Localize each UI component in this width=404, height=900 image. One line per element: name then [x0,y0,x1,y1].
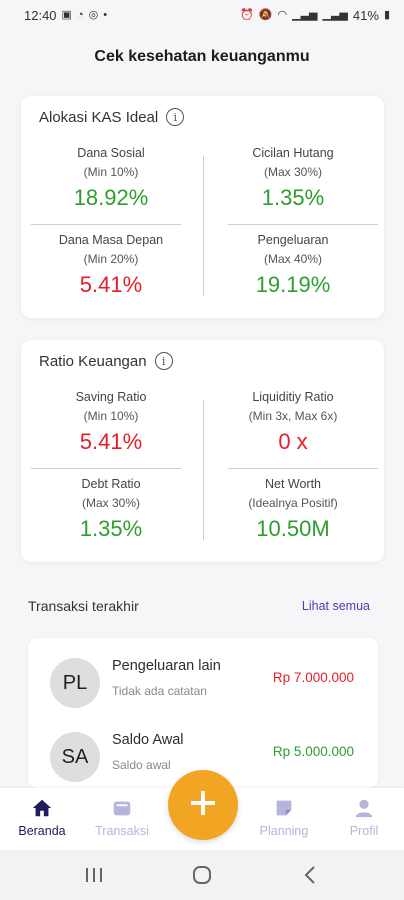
recent-apps-icon [86,868,102,882]
signal-icon-2: ▁▃▅ [322,8,348,21]
metric-label: Saving Ratio [75,390,147,404]
metric-dana-sosial: Dana Sosial (Min 10%) 18.92% [41,144,181,213]
info-icon[interactable]: i [154,352,173,370]
nav-label: Transaksi [95,824,149,838]
metric-label: Cicilan Hutang [252,146,334,160]
nav-label: Profil [349,824,379,838]
divider-vertical [203,400,204,540]
metric-value: 5.41% [79,429,143,454]
status-bar: 12:40 ▣ ◔ ◎ • ⏰ 🔕 ◠ ▁▃▅ ▁▃▅ 41% ▮ [0,0,404,30]
transaction-note: Saldo awal [112,758,171,772]
system-nav-bar [0,850,404,900]
transactions-title: Transaksi terakhir [28,598,139,614]
metric-value: 10.50M [256,516,330,541]
metric-label: Dana Masa Depan [58,233,164,247]
status-right: ⏰ 🔕 ◠ ▁▃▅ ▁▃▅ 41% ▮ [240,8,390,23]
metric-label: Debt Ratio [81,477,141,491]
metric-pengeluaran: Pengeluaran (Max 40%) 19.19% [223,231,363,300]
wallet-icon [111,797,133,819]
metric-cicilan-hutang: Cicilan Hutang (Max 30%) 1.35% [223,144,363,213]
person-icon [353,797,375,819]
nav-label: Beranda [18,824,66,838]
transaction-name: Saldo Awal [112,732,184,748]
metric-net-worth: Net Worth (Idealnya Positif) 10.50M [223,475,363,544]
whatsapp-icon: ◔ [76,8,84,21]
status-time: 12:40 [24,7,57,23]
avatar: PL [50,658,100,708]
metric-constraint: (Min 10%) [83,409,139,423]
dot-icon: • [103,8,108,21]
metric-value: 1.35% [79,516,143,541]
list-item[interactable]: SA Saldo Awal Saldo awal Rp 5.000.000 [28,728,378,788]
metric-value: 1.35% [261,185,325,210]
metric-saving-ratio: Saving Ratio (Min 10%) 5.41% [41,388,181,457]
metric-liquidity-ratio: Liquiditiy Ratio (Min 3x, Max 6x) 0 x [223,388,363,457]
alokasi-title: Alokasi KAS Ideal [39,108,159,126]
signal-icon: ▁▃▅ [292,8,318,21]
back-button[interactable] [290,860,330,890]
divider-horizontal [31,468,181,469]
home-circle-icon [193,866,211,884]
metric-value: 18.92% [73,185,149,210]
status-left: 12:40 ▣ ◔ ◎ • [24,8,107,23]
transaction-name: Pengeluaran lain [112,658,221,674]
metric-label: Net Worth [264,477,322,491]
metric-constraint: (Min 3x, Max 6x) [248,409,338,423]
metric-constraint: (Max 30%) [81,496,140,510]
ratio-header: Ratio Keuangan i [39,352,173,370]
nav-item-profil[interactable]: Profil [324,788,404,850]
metric-constraint: (Min 20%) [83,252,139,266]
divider-horizontal [228,224,378,225]
alokasi-card: Alokasi KAS Ideal i Dana Sosial (Min 10%… [21,96,384,318]
nav-item-planning[interactable]: Planning [244,788,324,850]
plus-icon [188,788,218,823]
transactions-list: PL Pengeluaran lain Tidak ada catatan Rp… [28,638,378,788]
back-icon [304,866,315,884]
nav-label: Planning [259,824,309,838]
divider-horizontal [228,468,378,469]
home-system-button[interactable] [182,860,222,890]
see-all-link[interactable]: Lihat semua [301,599,370,613]
battery-percent: 41% [352,7,379,23]
metric-value: 5.41% [79,272,143,297]
metric-label: Pengeluaran [257,233,329,247]
transaction-amount: Rp 5.000.000 [272,744,354,759]
info-icon[interactable]: i [166,108,185,126]
note-icon [273,797,295,819]
metric-constraint: (Idealnya Positif) [248,496,338,510]
metric-constraint: (Min 10%) [83,165,139,179]
avatar: SA [50,732,100,782]
transaction-amount: Rp 7.000.000 [272,670,354,685]
metric-debt-ratio: Debt Ratio (Max 30%) 1.35% [41,475,181,544]
add-transaction-button[interactable] [168,770,238,840]
metric-value: 0 x [278,429,308,454]
ratio-title: Ratio Keuangan [39,352,147,370]
instagram-icon: ◎ [88,8,99,21]
page-title: Cek kesehatan keuanganmu [94,48,310,65]
metric-label: Liquiditiy Ratio [252,390,334,404]
alokasi-header: Alokasi KAS Ideal i [39,108,185,126]
divider-vertical [203,156,204,296]
nav-item-beranda[interactable]: Beranda [2,788,82,850]
mute-icon: 🔕 [258,8,273,21]
nav-item-transaksi[interactable]: Transaksi [82,788,162,850]
metric-constraint: (Max 30%) [263,165,322,179]
metric-label: Dana Sosial [77,146,145,160]
divider-horizontal [31,224,181,225]
metric-value: 19.19% [255,272,331,297]
ratio-card: Ratio Keuangan i Saving Ratio (Min 10%) … [21,340,384,562]
list-item[interactable]: PL Pengeluaran lain Tidak ada catatan Rp… [28,654,378,714]
alarm-icon: ⏰ [240,8,254,21]
battery-icon: ▮ [383,8,390,21]
home-icon [31,797,53,819]
notification-icon: ▣ [61,8,72,21]
transactions-header: Transaksi terakhir Lihat semua [28,598,370,614]
transaction-note: Tidak ada catatan [112,684,207,698]
wifi-icon: ◠ [277,8,288,21]
recent-apps-button[interactable] [74,860,114,890]
metric-constraint: (Max 40%) [263,252,322,266]
metric-dana-masa-depan: Dana Masa Depan (Min 20%) 5.41% [41,231,181,300]
